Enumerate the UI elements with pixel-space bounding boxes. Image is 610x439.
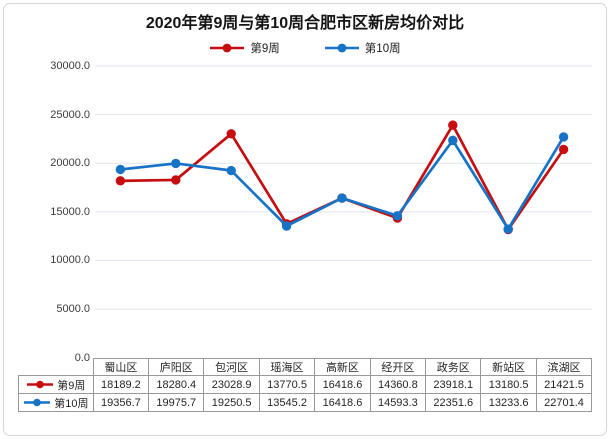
- table-header-district: 新站区: [480, 358, 537, 376]
- table-row-label-第9周: 第9周: [18, 375, 94, 394]
- series-line-第9周: [119, 123, 565, 231]
- price-table: 蜀山区 庐阳区 包河区 瑶海区 高新区 经开区 政务区 新站区 滨湖区第9周 18189.2 182…: [18, 358, 593, 412]
- data-point-marker: [171, 158, 181, 169]
- row-series-name: 第9周: [57, 379, 86, 392]
- week9-line-marker-icon: [210, 43, 245, 53]
- table-value-cell: 13770.5: [258, 375, 316, 394]
- row-series-marker-icon: [27, 380, 54, 389]
- week10-line-marker-icon: [324, 43, 359, 53]
- y-axis-tick-label: 15000.0: [50, 205, 90, 218]
- data-point-marker: [171, 175, 181, 185]
- data-point-marker: [226, 165, 236, 176]
- table-value-cell: 18189.2: [92, 375, 150, 394]
- table-row-label-第10周: 第10周: [18, 393, 94, 412]
- table-value-cell: 16418.6: [314, 375, 371, 394]
- legend: 第9周 第10周: [0, 40, 610, 56]
- table-value-cell: 22351.6: [425, 393, 482, 412]
- table-header-district: 政务区: [425, 358, 482, 376]
- legend-label-week9: 第9周: [250, 43, 280, 55]
- table-value-cell: 22701.4: [535, 393, 593, 412]
- table-header-district: 经开区: [369, 358, 427, 376]
- table-header-district: 滨湖区: [535, 358, 593, 376]
- data-point-marker: [448, 135, 458, 146]
- table-value-cell: 19250.5: [203, 393, 260, 412]
- table-value-cell: 19356.7: [92, 393, 150, 412]
- data-point-marker: [392, 211, 403, 221]
- data-point-marker: [337, 193, 347, 203]
- data-point-marker: [448, 120, 458, 130]
- data-point-marker: [558, 132, 569, 142]
- table-value-cell: 21421.5: [535, 375, 593, 394]
- table-value-cell: 16418.6: [314, 393, 371, 412]
- table-header-district: 瑶海区: [258, 358, 316, 376]
- row-series-name: 第10周: [54, 397, 89, 410]
- legend-label-week10: 第10周: [364, 43, 401, 55]
- series-line-第10周: [119, 135, 565, 231]
- y-axis-tick-label: 10000.0: [50, 254, 90, 267]
- table-value-cell: 13180.5: [480, 375, 537, 394]
- table-header-district: 蜀山区: [92, 358, 150, 376]
- table-value-cell: 13545.2: [258, 393, 316, 412]
- table-value-cell: 23918.1: [425, 375, 482, 394]
- y-axis-tick-label: 25000.0: [50, 108, 90, 121]
- data-point-marker: [115, 176, 126, 186]
- table-value-cell: 18280.4: [148, 375, 205, 394]
- table-corner-cell: [19, 359, 94, 376]
- table-value-cell: 14593.3: [369, 393, 427, 412]
- data-point-marker: [558, 144, 569, 155]
- table-value-cell: 14360.8: [369, 375, 427, 394]
- data-point-marker: [503, 224, 513, 234]
- data-table: 蜀山区 庐阳区 包河区 瑶海区 高新区 经开区 政务区 新站区 滨湖区第9周 18189.2 182…: [18, 358, 593, 412]
- chart-title: 2020年第9周与第10周合肥市区新房均价对比: [145, 15, 465, 32]
- data-point-marker: [281, 221, 292, 231]
- table-header-district: 庐阳区: [148, 358, 205, 376]
- table-value-cell: 19975.7: [148, 393, 205, 412]
- y-axis-tick-label: 0.0: [74, 351, 90, 364]
- table-header-district: 包河区: [203, 358, 260, 376]
- data-point-marker: [226, 129, 236, 139]
- y-axis-tick-label: 30000.0: [50, 60, 90, 72]
- table-header-district: 高新区: [314, 358, 371, 376]
- legend-item-week10: 第10周: [324, 40, 401, 56]
- data-point-marker: [115, 164, 126, 175]
- legend-item-week9: 第9周: [209, 40, 280, 56]
- y-axis-tick-label: 20000.0: [50, 157, 90, 170]
- y-axis-tick-label: 5000.0: [56, 303, 90, 316]
- table-value-cell: 23028.9: [203, 375, 260, 394]
- table-value-cell: 13233.6: [480, 393, 537, 412]
- row-series-marker-icon: [24, 398, 51, 407]
